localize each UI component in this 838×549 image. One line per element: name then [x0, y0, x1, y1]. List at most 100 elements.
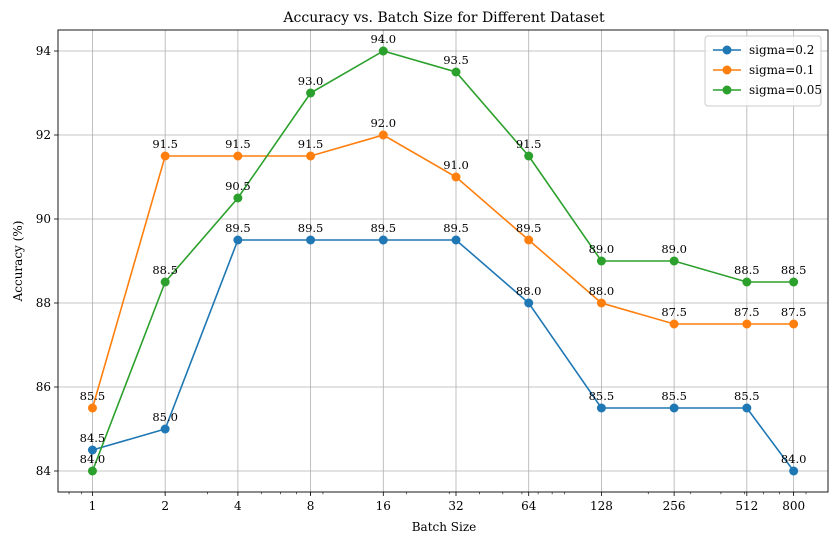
data-label: 89.5	[443, 221, 469, 235]
y-axis-label: Accuracy (%)	[11, 221, 25, 303]
data-label: 93.5	[443, 53, 469, 67]
data-label: 88.5	[781, 263, 807, 277]
data-label: 92.0	[370, 116, 396, 130]
chart-title: Accuracy vs. Batch Size for Different Da…	[282, 10, 605, 26]
data-label: 91.5	[152, 137, 178, 151]
x-tick-label: 256	[663, 499, 686, 513]
data-point	[160, 424, 170, 434]
data-point	[789, 277, 799, 287]
data-label: 87.5	[661, 305, 687, 319]
data-point	[524, 235, 534, 245]
data-label: 85.5	[734, 389, 760, 403]
x-tick-label: 128	[590, 499, 613, 513]
data-label: 88.0	[589, 284, 615, 298]
x-tick-label: 1	[89, 499, 97, 513]
data-point	[789, 466, 799, 476]
data-label: 89.5	[298, 221, 324, 235]
data-point	[233, 193, 243, 203]
data-label: 89.0	[589, 242, 615, 256]
x-axis-label: Batch Size	[412, 520, 477, 534]
x-tick-label: 8	[307, 499, 315, 513]
y-tick-label: 84	[36, 464, 52, 478]
data-point	[306, 151, 316, 161]
data-point	[669, 256, 679, 266]
data-labels: 84.5 85.0 89.5 89.5 89.5 89.5 88.0 85.5 85.5 85.5…	[80, 32, 807, 466]
data-point	[596, 256, 606, 266]
data-point	[742, 319, 752, 329]
axes: 1 2 4 8 16 32 64 128 256 512 800 84 86 88 90 92 94	[36, 29, 829, 513]
x-tick-label: 2	[161, 499, 169, 513]
data-label: 85.5	[80, 389, 106, 403]
legend-marker	[722, 65, 732, 75]
data-point	[742, 403, 752, 413]
data-point	[789, 319, 799, 329]
data-point	[160, 151, 170, 161]
data-label: 85.5	[661, 389, 687, 403]
data-point	[378, 130, 388, 140]
x-tick-label: 512	[735, 499, 758, 513]
data-point	[378, 46, 388, 56]
x-tick-label: 16	[376, 499, 391, 513]
data-point	[306, 235, 316, 245]
data-point	[87, 445, 97, 455]
series-line	[91, 134, 794, 409]
data-point	[87, 403, 97, 413]
data-point	[160, 277, 170, 287]
data-label: 85.5	[589, 389, 615, 403]
legend-label: sigma=0.05	[749, 83, 822, 97]
y-tick-label: 92	[36, 128, 51, 142]
y-tick-label: 88	[36, 296, 51, 310]
legend-marker	[722, 45, 732, 55]
y-tick-label: 86	[36, 380, 51, 394]
data-label: 88.5	[152, 263, 178, 277]
data-label: 89.5	[516, 221, 542, 235]
data-label: 84.5	[80, 431, 106, 445]
data-label: 94.0	[370, 32, 396, 46]
legend-box	[704, 35, 822, 107]
data-point	[669, 403, 679, 413]
data-label: 84.0	[781, 452, 807, 466]
x-tick-label: 32	[448, 499, 463, 513]
data-point	[524, 151, 534, 161]
data-point	[451, 172, 461, 182]
data-label: 89.5	[225, 221, 251, 235]
legend-marker	[722, 85, 732, 95]
data-label: 89.5	[370, 221, 396, 235]
data-label: 87.5	[781, 305, 807, 319]
legend: sigma=0.2 sigma=0.1 sigma=0.05	[704, 35, 822, 107]
data-label: 91.0	[443, 158, 469, 172]
data-point	[378, 235, 388, 245]
data-point	[451, 67, 461, 77]
data-point	[669, 319, 679, 329]
legend-label: sigma=0.2	[749, 43, 814, 57]
y-tick-label: 90	[36, 212, 51, 226]
x-tick-label: 800	[782, 499, 805, 513]
data-label: 91.5	[298, 137, 324, 151]
data-label: 85.0	[152, 410, 178, 424]
x-tick-label: 64	[521, 499, 537, 513]
data-label: 88.0	[516, 284, 542, 298]
data-point	[596, 403, 606, 413]
legend-label: sigma=0.1	[749, 63, 814, 77]
series-group	[87, 46, 799, 476]
series-line	[92, 239, 795, 472]
data-label: 91.5	[516, 137, 542, 151]
data-point	[233, 151, 243, 161]
grid	[58, 30, 828, 492]
data-label: 93.0	[298, 74, 324, 88]
data-label: 84.0	[80, 452, 106, 466]
plot-frame	[57, 29, 829, 493]
data-point	[742, 277, 752, 287]
data-label: 88.5	[734, 263, 760, 277]
data-label: 90.5	[225, 179, 251, 193]
data-point	[87, 466, 97, 476]
data-point	[524, 298, 534, 308]
data-point	[233, 235, 243, 245]
x-tick-label: 4	[234, 499, 242, 513]
data-point	[306, 88, 316, 98]
y-tick-label: 94	[36, 44, 52, 58]
data-label: 91.5	[225, 137, 251, 151]
data-point	[451, 235, 461, 245]
